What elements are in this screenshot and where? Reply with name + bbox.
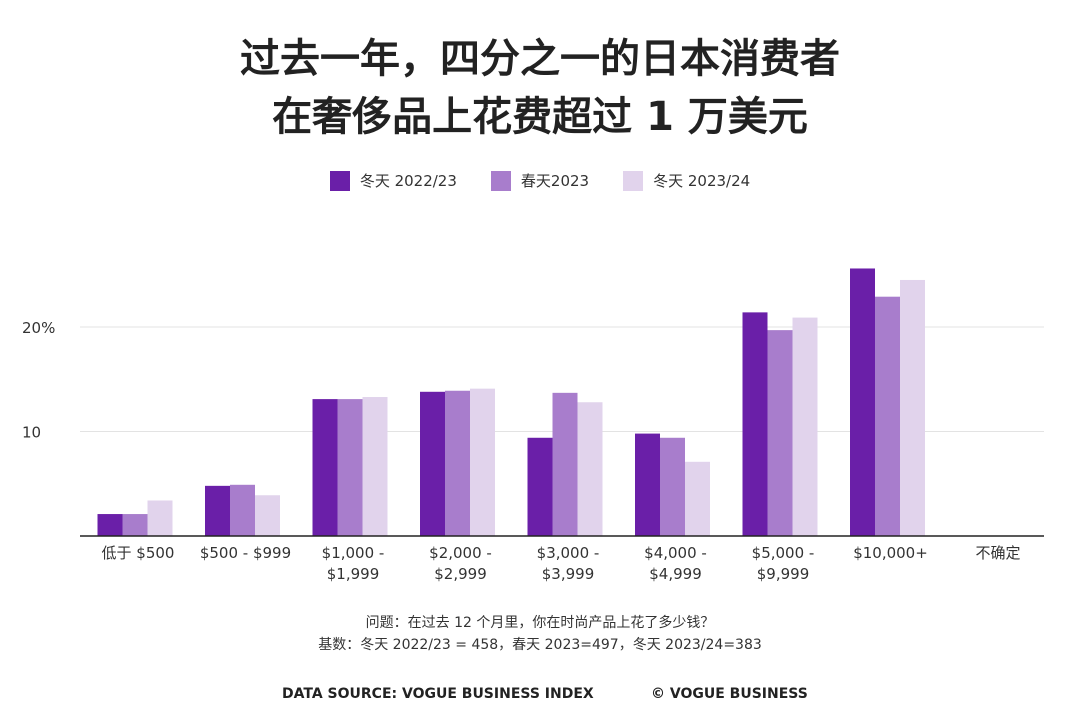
- legend-item-winter-2023-24: 冬天 2023/24: [623, 170, 750, 191]
- bar-2-series-2: [362, 397, 388, 536]
- legend-label-winter-2022-23: 冬天 2022/23: [359, 172, 457, 190]
- x-tick-label-1: $500 - $999: [200, 544, 291, 562]
- bar-2-series-1: [337, 399, 363, 536]
- bar-3-series-2: [470, 388, 495, 536]
- bar-4-series-0: [527, 437, 553, 536]
- legend-item-winter-2022-23: 冬天 2022/23: [329, 170, 457, 191]
- bar-3-series-0: [420, 391, 445, 536]
- legend-item-spring-2023: 春天2023: [490, 170, 590, 191]
- legend-label-winter-2023-24: 冬天 2023/24: [653, 172, 751, 190]
- bar-4-series-2: [577, 402, 603, 536]
- footnote-question: 问题：在过去 12 个月里，你在时尚产品上花了多少钱？: [365, 615, 715, 631]
- x-tick-label-4-line-1: $3,999: [542, 565, 595, 583]
- bar-3-series-1: [445, 390, 470, 536]
- chart-footnote: 问题：在过去 12 个月里，你在时尚产品上花了多少钱？ 基数：冬天 2022/2…: [0, 612, 1080, 656]
- x-tick-label-4-line-0: $3,000 -: [537, 544, 600, 562]
- bar-7-series-0: [850, 268, 875, 536]
- chart-legend: 冬天 2022/23 春天2023 冬天 2023/24: [0, 170, 1080, 191]
- bar-0-series-2: [147, 500, 173, 536]
- y-tick-label-20: 20%: [22, 319, 55, 337]
- footnote-base: 基数：冬天 2022/23 = 458，春天 2023=497，冬天 2023/…: [318, 637, 762, 653]
- bar-2-series-0: [312, 399, 338, 536]
- legend-swatch-winter-2023-24: [623, 170, 644, 191]
- bar-1-series-2: [255, 495, 280, 536]
- bar-6-series-2: [792, 317, 818, 536]
- bar-4-series-1: [552, 392, 578, 536]
- x-tick-label-2-line-0: $1,000 -: [322, 544, 385, 562]
- bar-7-series-2: [900, 279, 925, 536]
- legend-swatch-winter-2022-23: [329, 170, 350, 191]
- bar-0-series-0: [97, 514, 123, 536]
- bar-5-series-0: [635, 433, 660, 536]
- bar-6-series-1: [767, 330, 793, 536]
- bar-7-series-1: [875, 296, 900, 536]
- legend-label-spring-2023: 春天2023: [520, 172, 590, 190]
- copyright: © VOGUE BUSINESS: [651, 686, 808, 702]
- bar-1-series-0: [205, 485, 230, 536]
- chart-title: 过去一年，四分之一的日本消费者 在奢侈品上花费超过 1 万美元: [0, 30, 1080, 146]
- x-tick-label-3-line-0: $2,000 -: [429, 544, 492, 562]
- chart-title-line-1: 过去一年，四分之一的日本消费者: [240, 36, 840, 82]
- x-tick-label-5-line-0: $4,000 -: [644, 544, 707, 562]
- x-tick-label-5-line-1: $4,999: [649, 565, 702, 583]
- bar-6-series-0: [742, 312, 768, 536]
- bar-chart: 10 20% 低于 $500 $500 - $999 $1,000 - $1,999 $2,…: [22, 268, 1044, 583]
- chart-title-line-2: 在奢侈品上花费超过 1 万美元: [272, 94, 808, 140]
- bar-0-series-1: [122, 514, 148, 536]
- bar-5-series-2: [685, 461, 710, 536]
- x-tick-label-8: 不确定: [975, 544, 1020, 562]
- x-tick-label-0: 低于 $500: [102, 544, 175, 562]
- bar-1-series-1: [230, 484, 255, 536]
- data-source: DATA SOURCE: VOGUE BUSINESS INDEX: [282, 686, 594, 702]
- legend-swatch-spring-2023: [490, 170, 511, 191]
- y-tick-label-10: 10: [22, 424, 41, 442]
- x-tick-label-7: $10,000+: [853, 544, 928, 562]
- bar-5-series-1: [660, 437, 685, 536]
- x-tick-label-2-line-1: $1,999: [327, 565, 380, 583]
- x-tick-label-6-line-1: $9,999: [757, 565, 810, 583]
- x-tick-label-6-line-0: $5,000 -: [752, 544, 815, 562]
- x-tick-label-3-line-1: $2,999: [434, 565, 487, 583]
